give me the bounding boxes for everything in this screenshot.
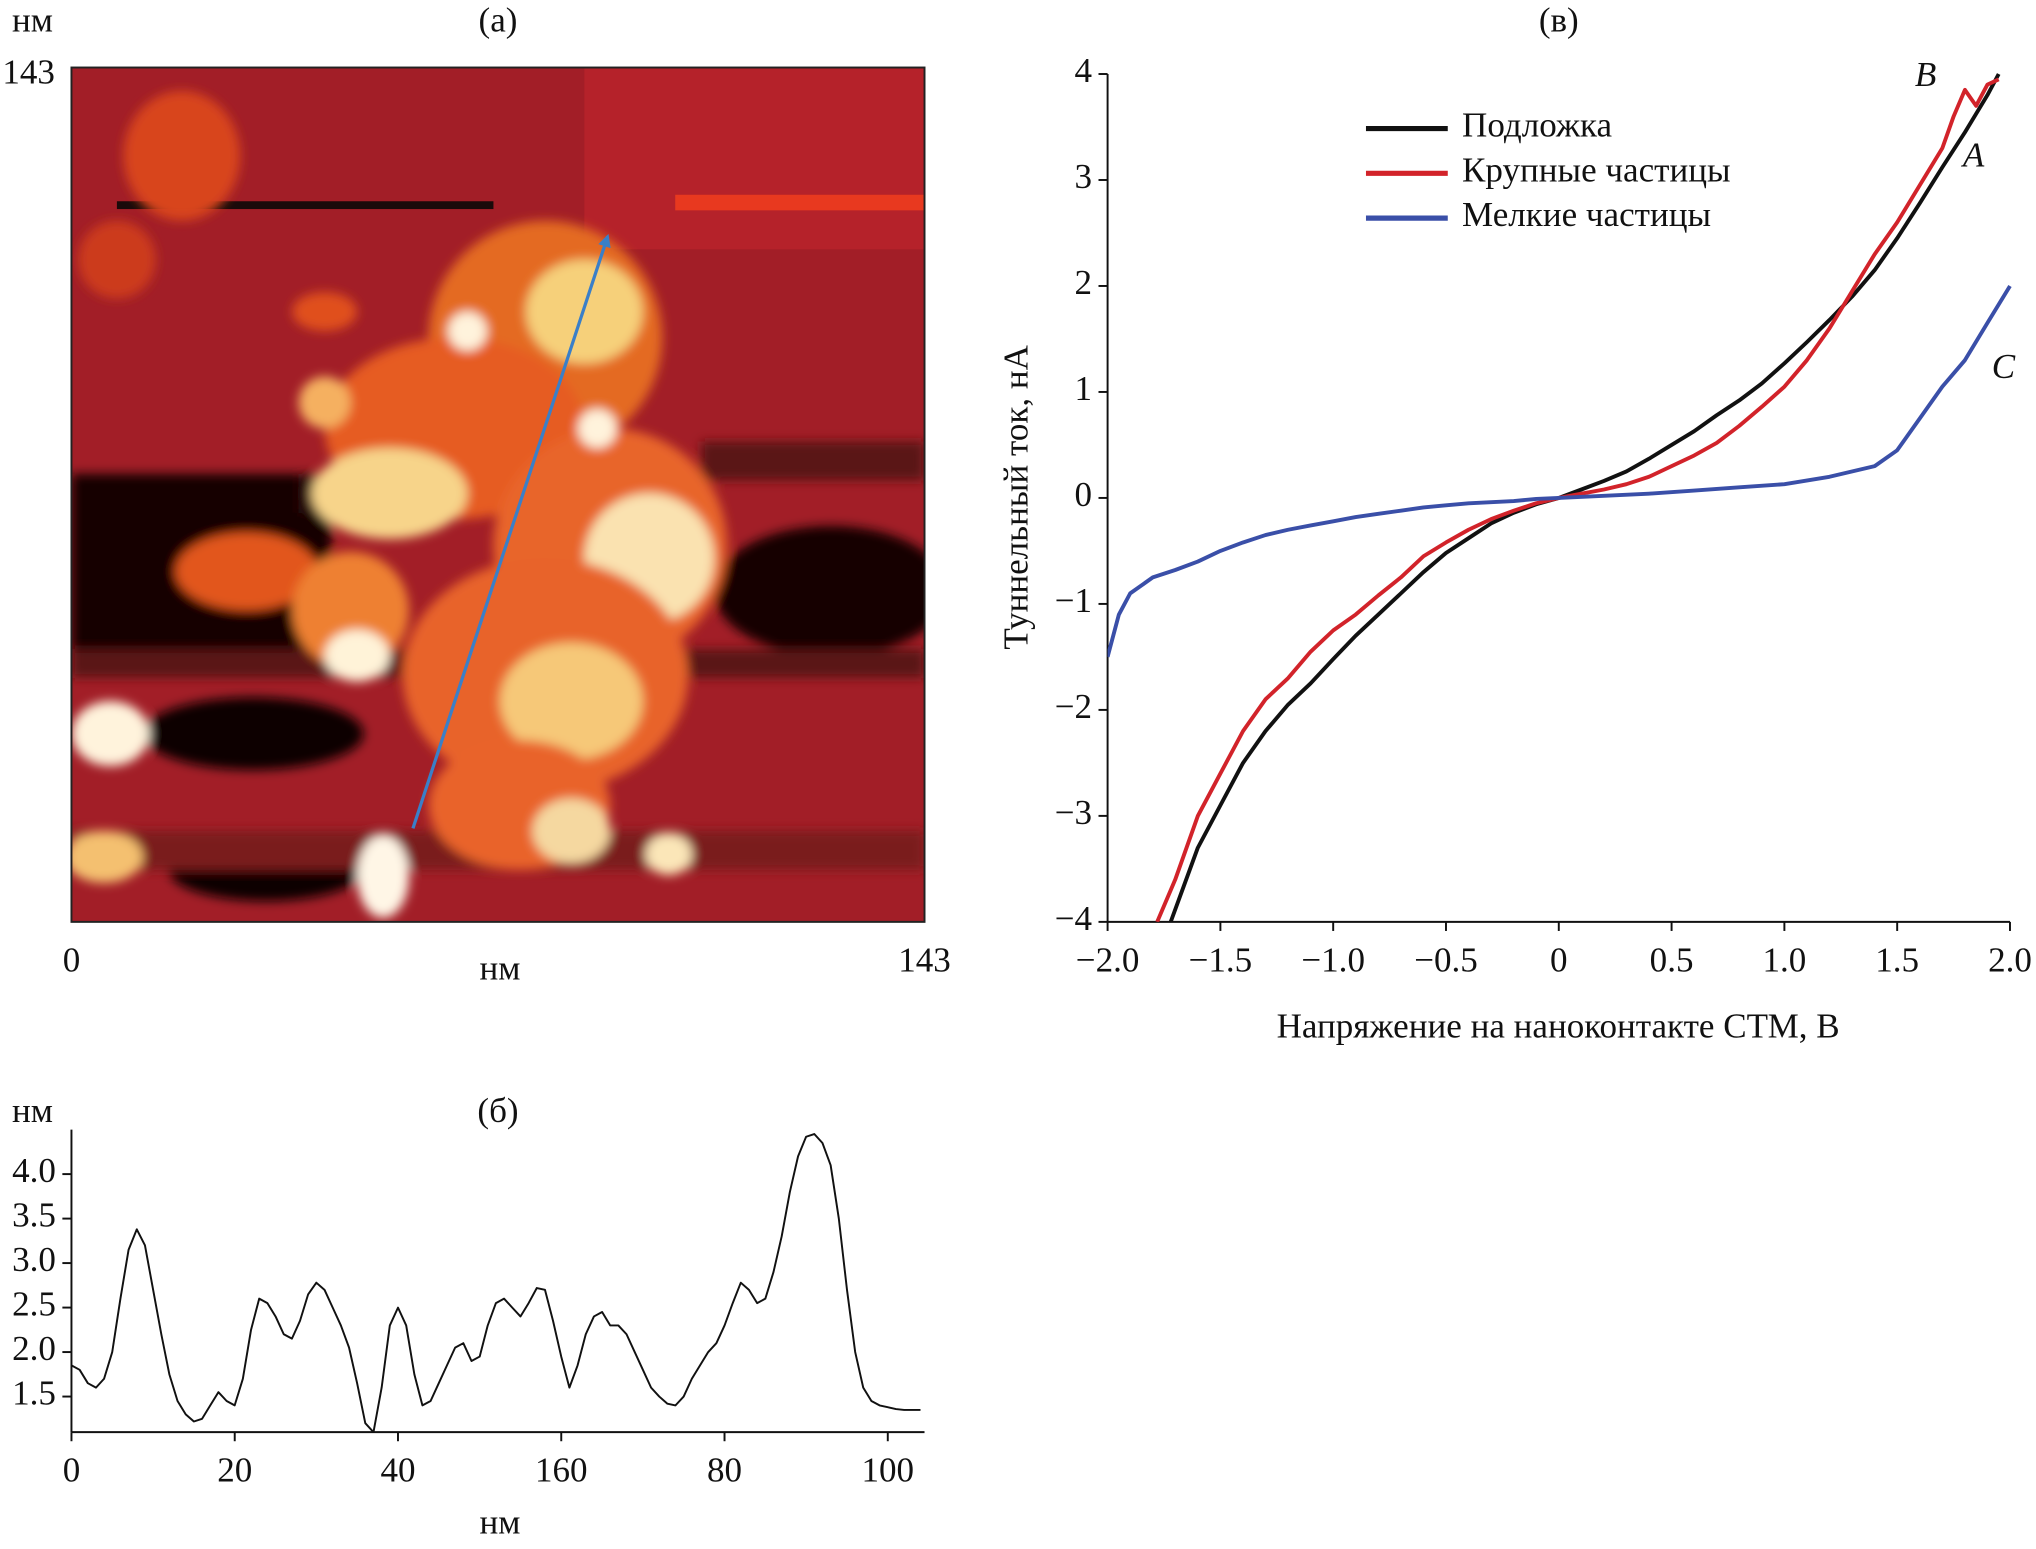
y-tick-label: 3.0 bbox=[12, 1240, 56, 1279]
x-axis-label: нм bbox=[479, 1503, 520, 1542]
panel-title: (в) bbox=[1539, 0, 1579, 39]
x-tick-label: −2.0 bbox=[1076, 940, 1140, 979]
y-tick-label: −3 bbox=[1055, 793, 1092, 832]
annotation: B bbox=[1915, 55, 1936, 94]
legend-label: Мелкие частицы bbox=[1462, 195, 1711, 234]
y-tick-label: −4 bbox=[1055, 899, 1092, 938]
x-tick-label: 1.5 bbox=[1875, 940, 1919, 979]
y-tick-label: 3.5 bbox=[12, 1196, 56, 1235]
x-tick-label: −1.5 bbox=[1189, 940, 1253, 979]
x-tick-label: 160 bbox=[535, 1451, 588, 1490]
panel-title: (б) bbox=[477, 1091, 518, 1130]
y-tick-label: 143 bbox=[2, 52, 55, 91]
y-tick-label: −2 bbox=[1055, 687, 1092, 726]
x-tick-label: 80 bbox=[707, 1451, 742, 1490]
annotation: C bbox=[1992, 347, 2016, 386]
y-tick-label: 2.0 bbox=[12, 1329, 56, 1368]
data-line bbox=[1155, 77, 2000, 922]
y-tick-label: −1 bbox=[1055, 581, 1092, 620]
x-axis-label: нм bbox=[479, 948, 520, 987]
annotation: A bbox=[1961, 135, 1985, 174]
x-axis-label: Напряжение на наноконтакте СТМ, В bbox=[1277, 1007, 1840, 1046]
x-tick-label: 0 bbox=[63, 1451, 81, 1490]
y-tick-label: 2.5 bbox=[12, 1285, 56, 1324]
x-tick-label: 20 bbox=[217, 1451, 252, 1490]
x-tick-label: −1.0 bbox=[1301, 940, 1365, 979]
x-tick-label: 143 bbox=[898, 940, 951, 979]
image-frame bbox=[70, 66, 926, 923]
stm-image bbox=[71, 67, 925, 922]
y-tick-label: 3 bbox=[1074, 157, 1092, 196]
data-line bbox=[1168, 73, 2001, 922]
x-tick-label: 0 bbox=[63, 940, 81, 979]
y-tick-label: 1 bbox=[1074, 369, 1092, 408]
y-tick-label: 0 bbox=[1074, 475, 1092, 514]
x-tick-label: 0.5 bbox=[1650, 940, 1694, 979]
plot-area bbox=[1107, 73, 2012, 922]
panel-title: (а) bbox=[479, 0, 518, 39]
x-tick-label: 40 bbox=[380, 1451, 415, 1490]
data-line bbox=[71, 1133, 921, 1433]
y-tick-label: 4 bbox=[1074, 51, 1092, 90]
x-tick-label: 2.0 bbox=[1988, 940, 2032, 979]
plot-area bbox=[71, 1133, 921, 1433]
legend-label: Подложка bbox=[1462, 106, 1613, 145]
y-axis-label: Туннельный ток, нА bbox=[996, 344, 1035, 649]
legend-label: Крупные частицы bbox=[1462, 150, 1730, 189]
x-tick-label: 1.0 bbox=[1762, 940, 1806, 979]
x-tick-label: −0.5 bbox=[1414, 940, 1478, 979]
x-tick-label: 100 bbox=[861, 1451, 914, 1490]
y-tick-label: 2 bbox=[1074, 263, 1092, 302]
y-tick-label: 1.5 bbox=[12, 1374, 56, 1413]
data-line bbox=[1107, 285, 2012, 658]
x-tick-label: 0 bbox=[1550, 940, 1568, 979]
y-axis-label: нм bbox=[12, 0, 53, 39]
y-axis-label: нм bbox=[12, 1091, 53, 1130]
y-tick-label: 4.0 bbox=[12, 1151, 56, 1190]
